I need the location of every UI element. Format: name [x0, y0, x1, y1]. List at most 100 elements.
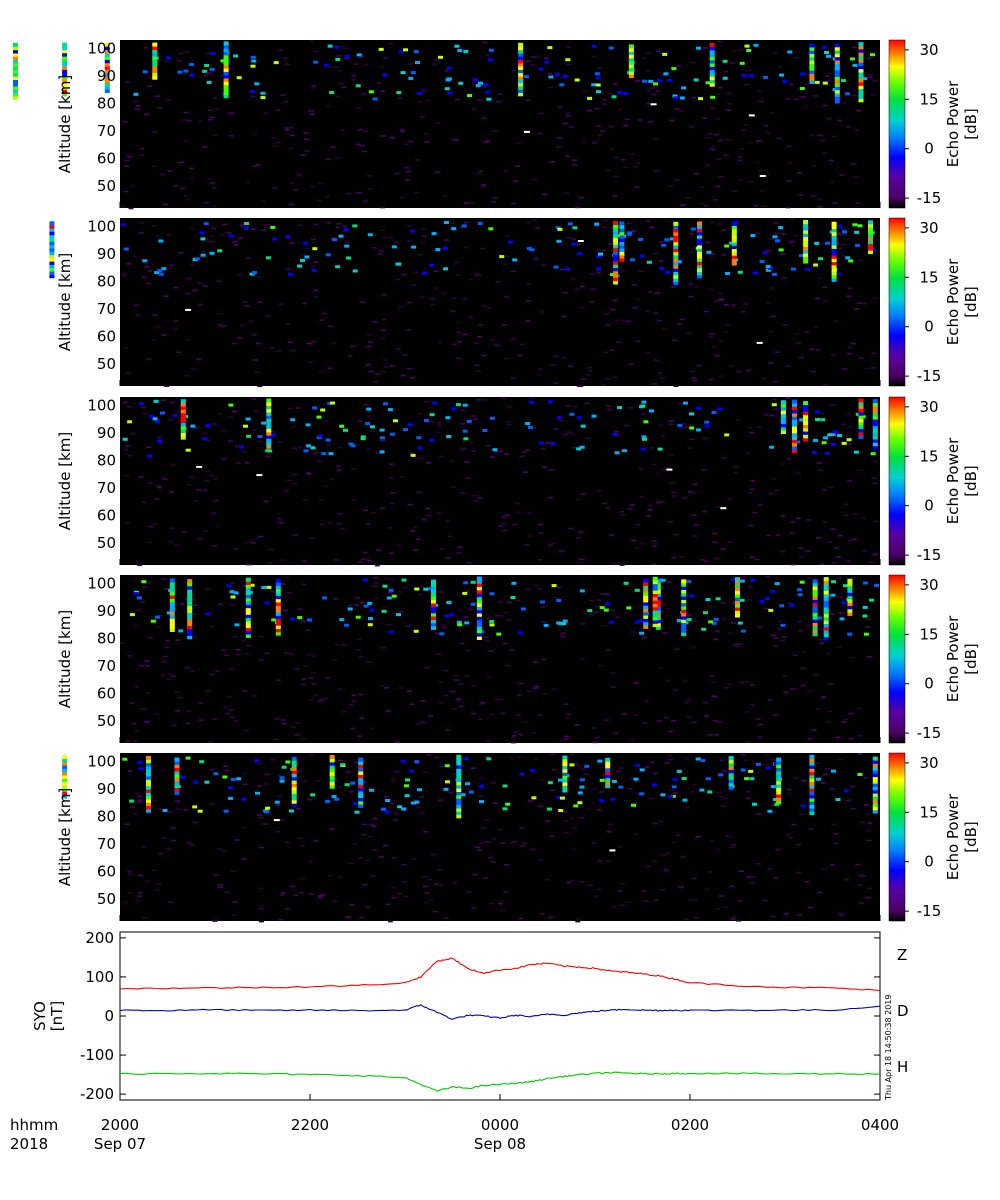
echo-column-cell [104, 65, 110, 70]
echo-cell [683, 401, 688, 405]
noise-cell [669, 119, 675, 121]
echo-column [872, 756, 878, 814]
noise-cell [668, 423, 674, 425]
noise-cell [671, 557, 677, 559]
noise-cell [506, 601, 512, 604]
noise-cell [702, 47, 708, 49]
noise-cell [252, 165, 258, 167]
noise-cell [632, 802, 638, 804]
noise-cell [609, 349, 615, 351]
echo-column-cell [709, 56, 715, 61]
echo-column-cell [628, 44, 634, 49]
noise-cell [189, 476, 195, 479]
echo-column-cell [619, 244, 625, 249]
noise-cell [132, 100, 138, 103]
noise-cell [539, 112, 545, 115]
colorbar-tick-label: 0 [924, 318, 934, 336]
echo-column-cell [872, 799, 878, 804]
noise-cell [292, 482, 297, 485]
echo-cell [862, 614, 868, 618]
noise-cell [311, 341, 317, 343]
noise-cell [848, 738, 854, 740]
echo-column-cell [104, 88, 110, 93]
echo-column-cell [872, 802, 878, 807]
echo-cell [599, 799, 605, 803]
noise-cell [595, 736, 600, 739]
echo-cell [410, 71, 416, 75]
echo-column-cell [823, 606, 829, 611]
echo-column-cell [872, 445, 878, 450]
noise-cell [145, 880, 151, 883]
noise-cell [212, 920, 218, 922]
colorbar-tick-label: -15 [917, 189, 942, 207]
noise-cell [163, 587, 169, 590]
echo-column-cell [518, 62, 524, 67]
echo-cell [579, 785, 585, 789]
echo-column-cell [872, 783, 878, 787]
echo-column-cell [476, 612, 482, 617]
echo-column-cell [803, 411, 809, 416]
echo-column-cell [655, 609, 661, 614]
echo-cell [778, 226, 784, 229]
noise-cell [683, 918, 689, 920]
echo-column-cell [697, 234, 702, 239]
noise-cell [560, 635, 566, 638]
echo-column-cell [291, 779, 297, 784]
echo-column-cell [476, 602, 482, 607]
noise-cell [209, 625, 215, 628]
noise-cell [594, 107, 600, 110]
noise-cell [813, 673, 819, 676]
noise-cell [157, 808, 163, 810]
noise-cell [204, 470, 210, 473]
noise-cell [179, 603, 185, 605]
echo-column-cell [792, 449, 797, 454]
echo-column-cell [187, 595, 193, 600]
noise-cell [774, 232, 780, 235]
noise-cell [747, 141, 753, 144]
echo-cell [676, 619, 682, 623]
noise-cell [687, 447, 693, 449]
echo-column [456, 754, 462, 819]
noise-cell [762, 899, 768, 902]
echo-column-cell [187, 605, 193, 610]
noise-cell [592, 141, 598, 144]
x-tick-label: 0400 [861, 1116, 899, 1134]
echo-column-cell [792, 409, 797, 414]
echo-column-cell [673, 228, 679, 233]
noise-cell [563, 703, 569, 705]
echo-cell [432, 401, 438, 405]
echo-cell [529, 400, 535, 404]
noise-cell [455, 274, 461, 276]
noise-cell [612, 299, 618, 302]
echo-column-cell [358, 757, 364, 762]
noise-cell [368, 415, 374, 418]
noise-cell [596, 249, 602, 252]
echo-cell [330, 401, 336, 405]
noise-cell [359, 601, 365, 604]
noise-cell [566, 63, 571, 66]
noise-cell [750, 704, 756, 706]
noise-cell [138, 664, 144, 667]
echo-cell [228, 796, 234, 800]
noise-cell [803, 83, 809, 85]
noise-cell [257, 301, 263, 303]
noise-cell [224, 769, 230, 772]
noise-cell [871, 477, 877, 479]
echo-cell [724, 433, 730, 437]
noise-cell [425, 507, 431, 510]
noise-cell [746, 790, 752, 793]
noise-cell [738, 179, 744, 181]
noise-cell [679, 403, 684, 405]
noise-cell [121, 275, 127, 277]
echo-column-cell [431, 612, 436, 617]
noise-cell [175, 800, 181, 803]
noise-cell [206, 178, 212, 180]
echo-column-cell [456, 794, 462, 799]
noise-cell [198, 303, 204, 306]
colorbar-tick-label: 30 [919, 41, 938, 59]
noise-cell [351, 694, 357, 697]
noise-cell [341, 230, 347, 233]
echo-column-cell [697, 261, 702, 266]
noise-cell [242, 690, 248, 692]
echo-column-cell [329, 784, 335, 789]
